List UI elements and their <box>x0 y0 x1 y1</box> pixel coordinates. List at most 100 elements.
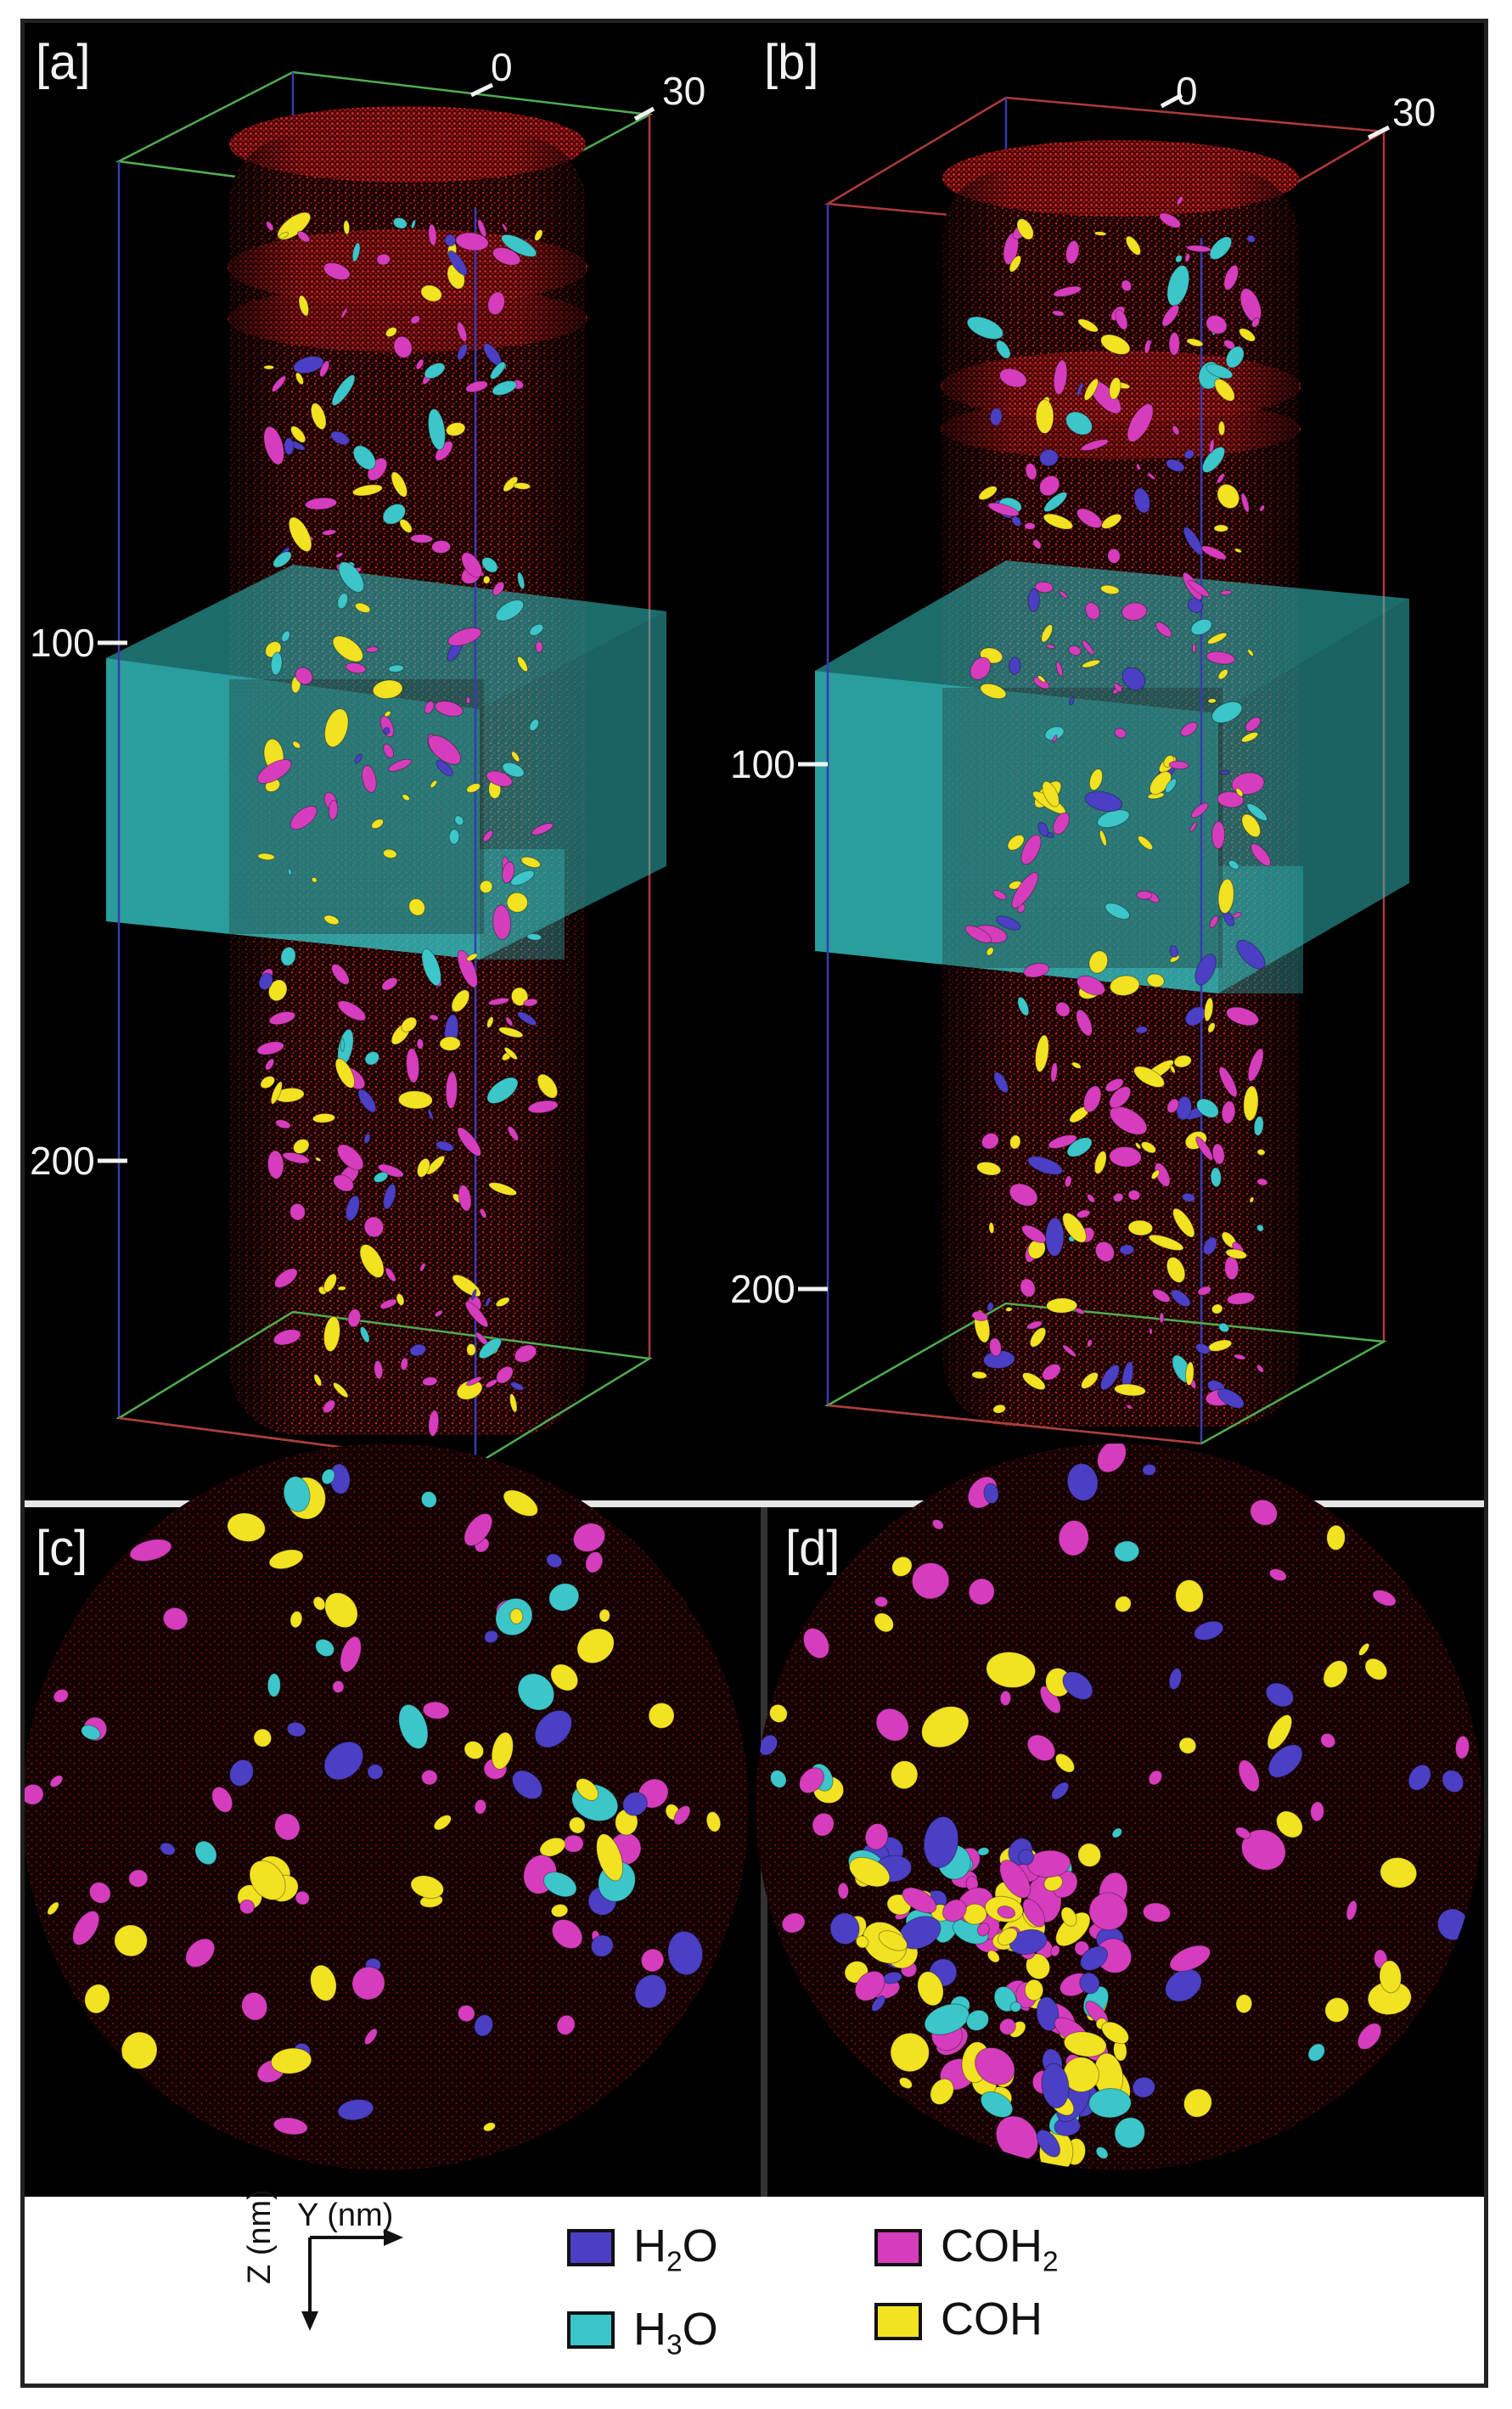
h3o-cluster <box>392 217 408 229</box>
h3o-cluster <box>1210 1167 1222 1188</box>
coh-cluster <box>576 1628 615 1664</box>
coh2-cluster <box>1127 403 1154 442</box>
coh2-cluster <box>1088 1892 1128 1931</box>
coh-cluster <box>289 1610 303 1629</box>
coh2-cluster <box>457 321 468 342</box>
coh-cluster <box>503 1046 518 1061</box>
h3o-cluster <box>1044 726 1065 741</box>
coh2-cluster <box>1189 821 1198 833</box>
coh2-cluster <box>1094 1241 1115 1263</box>
h2o-cluster <box>1027 1156 1063 1175</box>
coh-cluster <box>1034 1034 1049 1072</box>
coh2-cluster <box>970 656 992 680</box>
coh2-cluster <box>486 770 513 787</box>
y-axis-label: Y (nm) <box>297 2198 394 2233</box>
coh2-cluster <box>1109 1106 1148 1135</box>
h2o-cluster <box>1039 448 1059 467</box>
coh2-cluster <box>273 1268 298 1288</box>
coh2-cluster <box>1219 589 1233 596</box>
coh-cluster <box>288 516 312 553</box>
coh2-cluster <box>271 375 287 392</box>
h3o-cluster <box>501 234 537 257</box>
coh2-cluster <box>263 425 285 465</box>
h2o-cluster <box>1009 656 1021 675</box>
h2o-cluster <box>1119 1244 1135 1256</box>
coh2-cluster <box>455 232 489 251</box>
coh-cluster <box>1247 649 1254 657</box>
coh-cluster <box>1211 1303 1223 1314</box>
h2o-cluster <box>1184 1006 1206 1027</box>
coh2-cluster <box>1082 639 1094 656</box>
h2o-cluster <box>590 1934 614 1957</box>
coh-cluster <box>312 1596 326 1611</box>
figure-border <box>20 19 1488 2388</box>
coh-cluster <box>292 740 301 749</box>
panel-d-clusters <box>758 1444 1470 2170</box>
coh-cluster <box>510 987 529 1006</box>
h2o-cluster <box>1080 1945 1109 1971</box>
h3o-cluster <box>273 551 292 568</box>
coh2-cluster <box>273 1329 301 1346</box>
coh-cluster <box>971 1371 987 1380</box>
coh-cluster <box>1082 659 1101 668</box>
coh-cluster <box>1206 632 1228 644</box>
h3o-cluster <box>398 1703 429 1749</box>
coh-cluster <box>1137 836 1154 851</box>
coh-cluster <box>1166 1257 1186 1283</box>
coh2-cluster <box>1147 472 1156 481</box>
h3o-cluster <box>411 219 416 229</box>
coh2-cluster <box>347 1309 362 1328</box>
panel-b-tick-mark <box>1367 125 1391 140</box>
coh-cluster <box>479 880 493 894</box>
coh2-cluster <box>365 646 379 653</box>
panel-b-top-tick-30: 30 <box>1392 90 1436 134</box>
coh2-cluster <box>406 1048 420 1083</box>
coh2-cluster <box>1032 538 1042 549</box>
h3o-cluster <box>270 651 283 676</box>
coh-cluster <box>1041 624 1054 643</box>
coh-cluster <box>992 1404 1006 1414</box>
h2o-cluster <box>427 1108 434 1121</box>
coh2-cluster <box>1026 1320 1043 1330</box>
h2o-cluster <box>1246 234 1256 244</box>
coh2-cluster <box>1053 285 1082 297</box>
coh2-cluster <box>1251 317 1261 328</box>
coh-cluster <box>439 1036 461 1051</box>
coh-cluster <box>433 1815 452 1831</box>
coh2-cluster <box>1127 1190 1141 1201</box>
coh-cluster <box>323 1273 337 1293</box>
h3o-cluster <box>331 374 356 407</box>
coh-cluster <box>648 1702 675 1729</box>
coh-cluster <box>1207 698 1217 704</box>
coh-cluster <box>384 710 391 718</box>
coh2-cluster <box>256 1041 284 1055</box>
coh-cluster <box>1234 548 1243 554</box>
coh-cluster <box>874 1613 894 1633</box>
h3o-cluster <box>490 361 506 380</box>
h3o-cluster <box>502 762 525 778</box>
coh-cluster <box>1100 334 1131 355</box>
h3o-cluster <box>1017 996 1030 1016</box>
coh-cluster <box>451 989 470 1013</box>
coh-cluster <box>534 229 543 241</box>
coh2-cluster <box>556 2014 576 2035</box>
h2o-cluster <box>1036 2129 1061 2158</box>
coh-cluster <box>1134 1142 1142 1150</box>
coh2-cluster <box>461 552 483 578</box>
coh2-cluster <box>505 1016 514 1027</box>
coh-cluster <box>354 602 371 613</box>
h2o-cluster <box>1037 822 1049 837</box>
coh-cluster <box>891 1556 913 1577</box>
h2o-cluster <box>509 1382 525 1391</box>
coh2-cluster <box>363 2028 378 2046</box>
coh2-cluster <box>998 368 1027 388</box>
h2o-cluster <box>444 234 457 247</box>
coh2-cluster <box>492 247 521 266</box>
coh-cluster <box>509 1393 518 1413</box>
h3o-cluster <box>359 1326 370 1343</box>
coh2-cluster <box>1011 871 1039 909</box>
coh2-cluster <box>1042 1363 1061 1381</box>
coh2-cluster <box>464 1512 493 1547</box>
coh-cluster <box>314 1157 322 1162</box>
h2o-cluster <box>457 343 468 361</box>
